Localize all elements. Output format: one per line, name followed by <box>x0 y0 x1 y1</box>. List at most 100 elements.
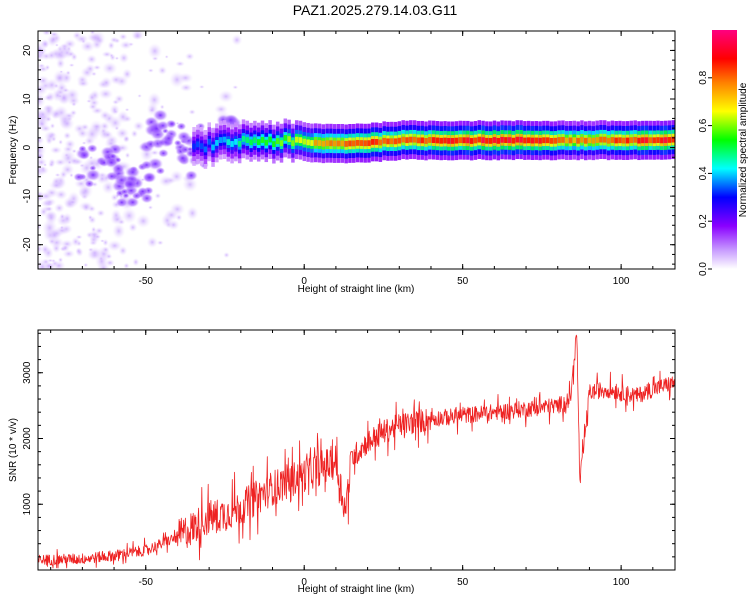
band-cell <box>561 136 565 143</box>
noise-blob <box>175 60 185 67</box>
noise-blob <box>49 146 63 155</box>
noise-blob <box>51 46 68 62</box>
x-tick-label: 50 <box>457 276 469 287</box>
band-cell <box>348 140 352 147</box>
band-cell <box>424 138 428 144</box>
band-cell <box>249 139 253 146</box>
noise-blob <box>117 218 126 226</box>
band-cell <box>447 137 451 144</box>
signal-blob <box>156 120 170 131</box>
band-cell <box>325 140 329 147</box>
band-cell <box>656 137 660 143</box>
snr-panel: -50 0 50 100 1000 2000 3000 Height of straigh… <box>8 329 676 595</box>
band-cell <box>439 137 443 144</box>
band-cell <box>652 137 656 144</box>
band-cell <box>363 140 367 147</box>
band-cell <box>241 135 246 142</box>
noise-blob <box>101 246 110 254</box>
noise-blob <box>48 161 55 168</box>
band-cell <box>374 139 379 145</box>
noise-blob <box>118 245 128 256</box>
band-cell <box>542 137 546 144</box>
band-cell <box>622 137 626 144</box>
band-cell <box>583 137 588 144</box>
band-cell <box>663 137 668 144</box>
band-cell <box>287 136 291 143</box>
band-cell <box>382 137 386 144</box>
noise-blob <box>124 152 131 159</box>
noise-blob <box>59 213 66 221</box>
band-cell <box>359 140 364 146</box>
band-cell <box>313 139 318 146</box>
band-cell <box>549 137 554 144</box>
band-cell <box>534 137 539 144</box>
band-cell <box>401 136 405 143</box>
signal-blob <box>123 178 138 191</box>
colorbar: 0.0 0.2 0.4 0.6 0.8 Normalized spectral ampl… <box>698 30 749 276</box>
spectrogram-panel: -50 0 50 100 -20 -10 0 10 20 Height of straight… <box>8 30 676 295</box>
band-cell <box>587 137 592 144</box>
band-cell <box>603 136 607 143</box>
noise-blob <box>159 104 165 110</box>
noise-blob <box>158 175 174 188</box>
band-cell <box>595 137 599 143</box>
band-cell <box>610 137 615 143</box>
noise-blob <box>67 159 72 165</box>
noise-blob <box>123 135 130 142</box>
band-cell <box>336 140 341 147</box>
band-cell <box>317 140 322 146</box>
noise-blob <box>53 203 65 213</box>
noise-blob <box>48 180 65 191</box>
noise-blob <box>83 262 89 268</box>
band-cell <box>302 138 307 145</box>
signal-blob <box>84 179 95 188</box>
band-cell <box>397 137 402 144</box>
band-cell <box>511 137 516 144</box>
band-cell <box>538 137 542 144</box>
x-tick-label: 0 <box>301 276 307 287</box>
band-cell <box>416 137 421 144</box>
noise-blob <box>109 104 120 116</box>
noise-blob <box>231 34 243 46</box>
noise-blob <box>223 251 230 259</box>
band-cell <box>344 140 348 147</box>
band-cell <box>671 136 675 143</box>
y-tick-label: 2000 <box>22 427 33 450</box>
band-cell <box>428 137 432 143</box>
noise-blob <box>74 34 89 44</box>
band-cell <box>469 138 474 144</box>
band-cell <box>568 137 573 144</box>
signal-blob <box>78 150 90 160</box>
noise-blob <box>38 115 49 132</box>
x-tick-label: 0 <box>301 577 307 588</box>
band-cell <box>256 139 261 146</box>
noise-blob <box>38 191 54 201</box>
band-cell <box>473 137 478 144</box>
band-cell <box>660 137 664 144</box>
noise-blob <box>147 92 162 108</box>
noise-blob <box>93 234 101 240</box>
band-cell <box>230 141 234 147</box>
noise-blob <box>43 130 58 143</box>
band-cell <box>481 137 485 144</box>
band-cell <box>352 140 356 147</box>
band-cell <box>443 137 447 144</box>
signal-blob <box>137 186 149 196</box>
signal-blob <box>73 172 85 182</box>
snr-frame <box>37 329 676 571</box>
noise-blob <box>70 52 78 62</box>
snr-y-label: SNR (10 * v/v) <box>8 418 19 482</box>
noise-blob <box>101 50 113 58</box>
noise-blob <box>43 94 54 102</box>
band-cell <box>462 137 466 144</box>
band-cell <box>260 137 265 143</box>
noise-blob <box>81 141 87 145</box>
colorbar-tick-label: 0.6 <box>698 118 709 132</box>
band-cell <box>275 138 280 144</box>
band-cell <box>294 136 299 143</box>
band-cell <box>545 137 550 144</box>
band-cell <box>435 137 440 144</box>
noise-blob <box>38 135 45 146</box>
noise-blob <box>46 50 57 61</box>
noise-blob <box>41 31 52 36</box>
